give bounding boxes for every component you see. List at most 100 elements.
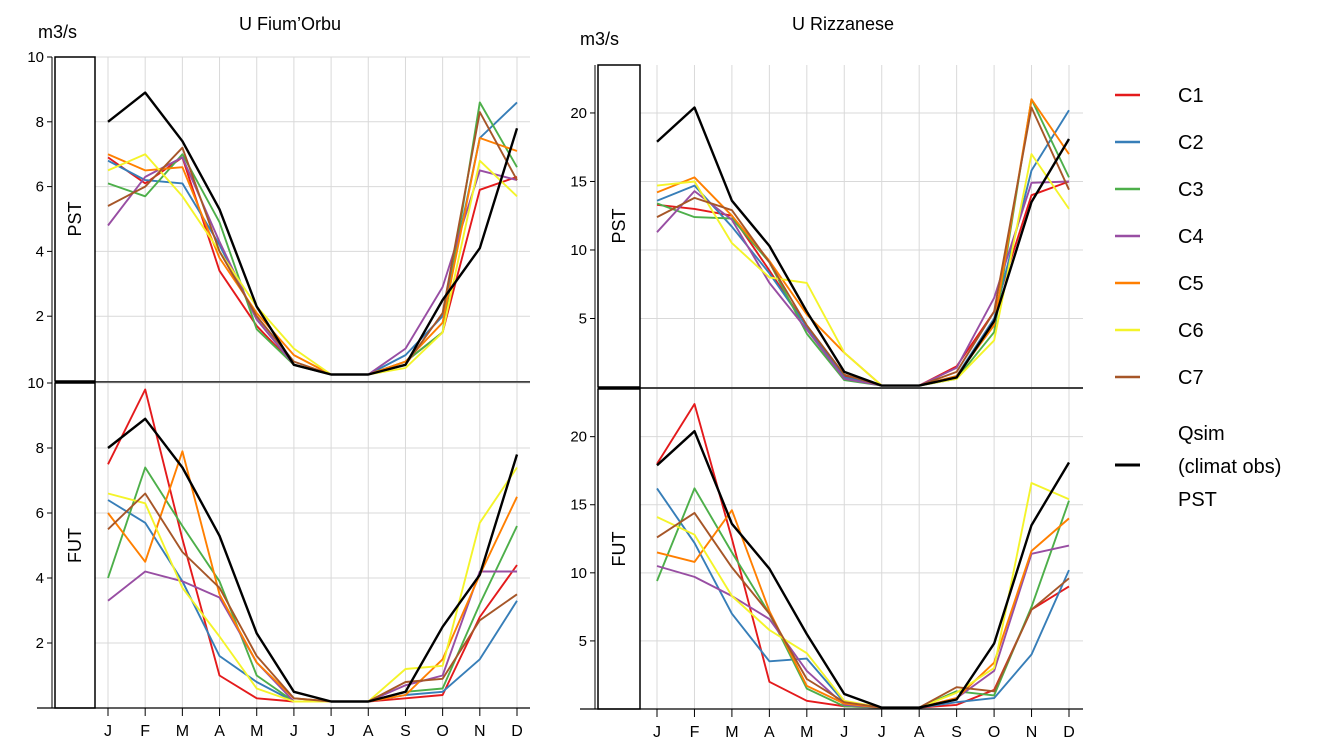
y-tick-label: 6	[36, 179, 44, 196]
x-tick-label: F	[690, 724, 700, 741]
charts-layer: 2 4 6 8 10 PST 2 4 6 8 10 FUT J F M A M J J A S O N D 5 10 15 20 PST…	[27, 49, 1083, 741]
y-tick-label: 15	[570, 173, 587, 190]
x-tick-label: J	[327, 723, 335, 740]
x-tick-label: A	[214, 723, 225, 740]
legend-label: Qsim	[1178, 423, 1225, 445]
legend-label: C3	[1178, 179, 1204, 201]
legend-item-qsim: Qsim (climat obs) PST	[1115, 423, 1281, 511]
x-tick-label: J	[878, 724, 886, 741]
legend-item-c3: C3	[1115, 179, 1204, 201]
series-c4-line	[107, 570, 517, 703]
legend: C1 C2 C3 C4 C5 C6 C7 Qsim (climat obs) PST	[1115, 85, 1281, 511]
panel-strip	[54, 56, 96, 382]
y-tick-label: 6	[36, 505, 44, 522]
x-tick-label: J	[290, 723, 298, 740]
legend-label: C5	[1178, 273, 1204, 295]
x-tick-label: D	[1063, 724, 1075, 741]
x-tick-label: S	[400, 723, 411, 740]
x-tick-label: A	[764, 724, 775, 741]
series-qsim-line	[107, 417, 519, 703]
x-tick-label: N	[1026, 724, 1038, 741]
series-c6-line	[656, 482, 1070, 709]
y-tick-label: 10	[570, 565, 587, 582]
panel-label: FUT	[609, 532, 629, 567]
unit-label-rizzanese: m3/s	[580, 29, 619, 49]
y-tick-label: 2	[36, 308, 44, 325]
x-tick-label: N	[474, 723, 486, 740]
panel-label: PST	[609, 208, 629, 243]
x-tick-label: S	[951, 724, 962, 741]
panel-label: FUT	[65, 528, 85, 563]
x-tick-label: A	[914, 724, 925, 741]
y-tick-label: 20	[570, 105, 587, 122]
chart-1: 5 10 15 20 PST 5 10 15 20 FUT J F M A M J J A S O N D	[570, 64, 1083, 741]
panel-pst: 2 4 6 8 10 PST	[27, 49, 530, 383]
series-c7-line	[107, 492, 518, 703]
x-tick-label: M	[725, 724, 738, 741]
chart-title-fiumorbu: U Fium’Orbu	[239, 14, 341, 34]
y-tick-label: 15	[570, 497, 587, 514]
panel-pst: 5 10 15 20 PST	[570, 64, 1083, 389]
legend-label: C7	[1178, 367, 1204, 389]
chart-title-rizzanese: U Rizzanese	[792, 14, 894, 34]
y-tick-label: 5	[579, 310, 587, 327]
y-tick-label: 4	[36, 570, 44, 587]
x-tick-label: O	[988, 724, 1000, 741]
y-tick-label: 5	[579, 633, 587, 650]
series-c3-line	[656, 487, 1070, 709]
y-tick-label: 8	[36, 114, 44, 131]
series-c2-line	[656, 487, 1070, 709]
x-tick-label: M	[176, 723, 189, 740]
series-c7-line	[107, 111, 518, 376]
series-c5-line	[656, 509, 1070, 709]
legend-item-c5: C5	[1115, 273, 1204, 295]
series-c5-line	[107, 137, 518, 376]
legend-label: C6	[1178, 320, 1204, 342]
series-c7-line	[656, 511, 1070, 709]
y-tick-label: 4	[36, 243, 44, 260]
unit-label-fiumorbu: m3/s	[38, 22, 77, 42]
y-tick-label: 20	[570, 429, 587, 446]
legend-item-c2: C2	[1115, 132, 1204, 154]
series-c1-line	[107, 156, 518, 376]
panel-strip	[54, 382, 96, 709]
series-c6-line	[107, 153, 518, 376]
series-c6-line	[107, 466, 518, 703]
legend-label: C2	[1178, 132, 1204, 154]
legend-item-c7: C7	[1115, 367, 1204, 389]
series-c7-line	[656, 106, 1070, 387]
x-tick-label: D	[511, 723, 523, 740]
panel-strip	[597, 388, 641, 710]
legend-item-c1: C1	[1115, 85, 1204, 107]
legend-label: (climat obs)	[1178, 456, 1281, 478]
panel-fut: 2 4 6 8 10 FUT	[27, 375, 530, 709]
x-tick-label: O	[436, 723, 448, 740]
x-tick-label: F	[140, 723, 150, 740]
panel-fut: 5 10 15 20 FUT	[570, 388, 1083, 710]
series-qsim-line	[656, 430, 1071, 709]
chart-0: 2 4 6 8 10 PST 2 4 6 8 10 FUT J F M A M J J A S O N D	[27, 49, 530, 740]
x-tick-label: J	[840, 724, 848, 741]
y-tick-label: 2	[36, 635, 44, 652]
y-tick-label: 10	[27, 49, 44, 66]
legend-item-c4: C4	[1115, 226, 1204, 248]
series-c5-line	[107, 450, 518, 703]
series-c4-line	[107, 156, 518, 376]
y-tick-label: 10	[570, 242, 587, 259]
series-qsim-line	[656, 106, 1071, 387]
x-tick-label: M	[250, 723, 263, 740]
series-c6-line	[656, 153, 1070, 387]
x-tick-label: M	[800, 724, 813, 741]
x-tick-label: J	[653, 724, 661, 741]
legend-label: C4	[1178, 226, 1204, 248]
series-qsim-line	[107, 91, 519, 376]
panel-strip	[597, 64, 641, 388]
legend-label: PST	[1178, 489, 1217, 511]
panel-label: PST	[65, 201, 85, 236]
legend-label: C1	[1178, 85, 1204, 107]
legend-item-c6: C6	[1115, 320, 1204, 342]
series-c1-line	[107, 388, 518, 703]
x-tick-label: A	[363, 723, 374, 740]
x-tick-label: J	[104, 723, 112, 740]
